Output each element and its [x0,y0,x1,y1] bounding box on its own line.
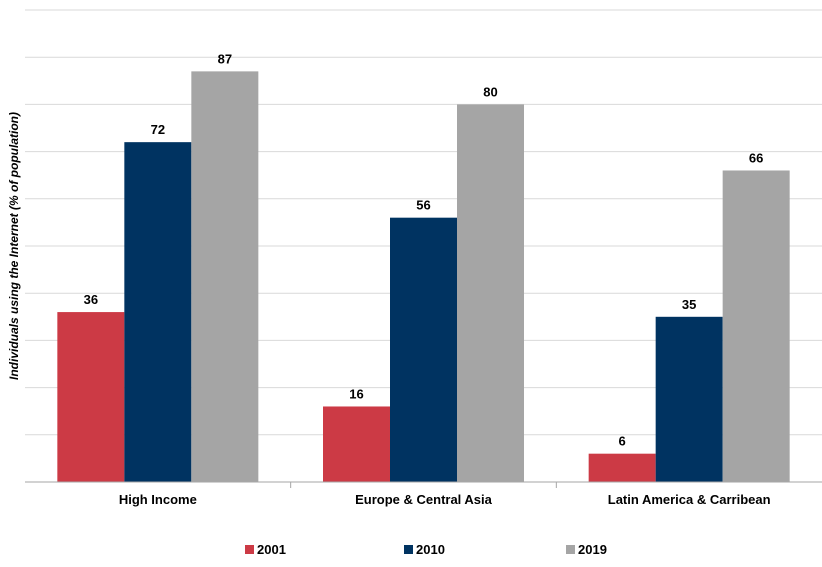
bar-2010-0 [124,142,192,482]
legend-swatch [245,545,254,554]
data-label-2001-2: 6 [619,434,626,449]
legend-label: 2019 [578,542,607,557]
legend-swatch [404,545,413,554]
legend-label: 2010 [416,542,445,557]
bars [57,71,790,483]
category-label-0: High Income [119,492,197,507]
data-labels: 36 72 87 16 56 80 6 35 66 [84,51,764,448]
data-label-2010-2: 35 [682,297,696,312]
data-label-2019-1: 80 [483,84,497,99]
bar-2001-2 [588,453,656,482]
bar-2019-1 [457,104,524,483]
legend: 2001 2010 2019 [245,542,607,557]
bar-2010-1 [390,217,457,482]
y-axis-title: Individuals using the Internet (% of pop… [7,112,21,380]
data-label-2001-1: 16 [349,386,363,401]
legend-item-2019: 2019 [566,542,607,557]
legend-item-2010: 2010 [404,542,445,557]
bar-2019-0 [191,71,259,483]
bar-2001-1 [323,406,390,482]
bar-2010-2 [655,316,723,482]
legend-swatch [566,545,575,554]
legend-item-2001: 2001 [245,542,286,557]
data-label-2010-1: 56 [416,198,430,213]
data-label-2019-2: 66 [749,150,763,165]
legend-label: 2001 [257,542,286,557]
category-label-2: Latin America & Carribean [608,492,771,507]
data-label-2001-0: 36 [84,292,98,307]
data-label-2010-0: 72 [151,122,165,137]
data-label-2019-0: 87 [218,51,232,66]
bar-2001-0 [57,312,125,482]
bar-2019-2 [722,170,790,483]
x-axis: High Income Europe & Central Asia Latin Am… [25,481,822,507]
category-label-1: Europe & Central Asia [355,492,493,507]
